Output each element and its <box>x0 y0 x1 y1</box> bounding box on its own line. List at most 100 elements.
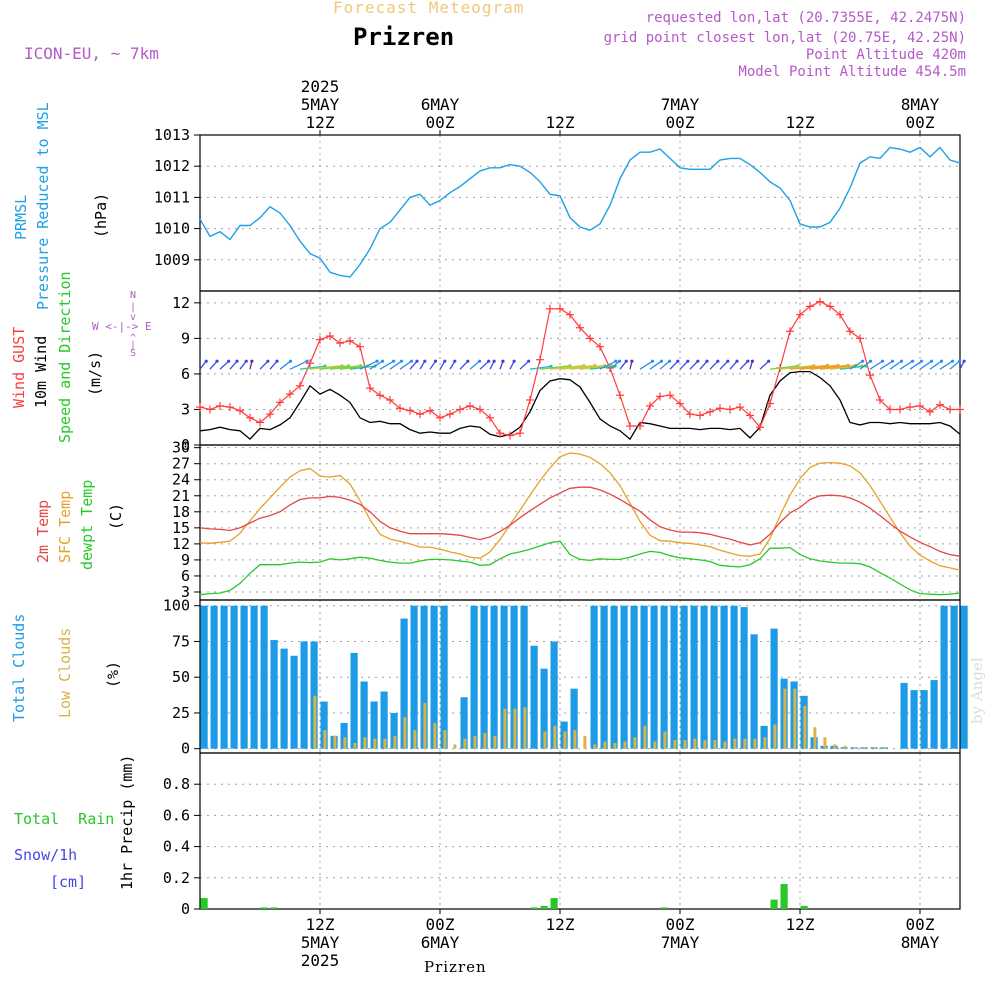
low-clouds-bar <box>733 738 737 749</box>
total-clouds-bar <box>630 605 638 749</box>
wind-arrow <box>869 360 883 370</box>
low-clouds-bar <box>443 730 447 749</box>
wind-arrow-head <box>716 359 720 363</box>
low-clouds-bar <box>883 747 887 749</box>
y-tick-label: 0.8 <box>163 775 190 793</box>
y-tick-label: 0.6 <box>163 806 190 824</box>
wind-arrow <box>619 360 627 370</box>
wind-arrow <box>799 364 839 370</box>
total-clouds-bar <box>500 605 508 749</box>
y-tick-label: 0 <box>181 436 190 454</box>
low-clouds-bar <box>573 730 577 749</box>
total-clouds-bar <box>610 605 618 749</box>
total-clouds-bar <box>640 605 648 749</box>
total-clouds-bar <box>700 605 708 749</box>
total-clouds-bar <box>720 605 728 749</box>
y-tick-label: 1011 <box>154 188 190 206</box>
wind-arrow-head <box>453 359 457 363</box>
total-clouds-bar <box>490 605 498 749</box>
low-clouds-bar <box>833 744 837 749</box>
total-clouds-bar <box>290 655 298 749</box>
wind-arrow <box>709 360 719 370</box>
snow-label: Snow/1h <box>14 846 78 864</box>
total-clouds-bar <box>680 605 688 749</box>
total-clouds-bar <box>590 605 598 749</box>
wind-arrow-head <box>466 359 470 363</box>
wind-arrow-head <box>767 359 771 363</box>
low-clouds-bar <box>753 738 757 749</box>
wind-arrow-head <box>244 359 248 363</box>
compass-we: W <-|-> E <box>92 320 152 333</box>
wind-arrow-head <box>705 359 709 363</box>
wind-arrow <box>759 360 770 370</box>
wind-arrow-head <box>409 359 414 363</box>
total-clouds-bar <box>910 690 918 749</box>
wind-arrow-head <box>726 359 730 363</box>
low-clouds-bar <box>783 688 787 749</box>
low-clouds-bar <box>663 731 667 749</box>
wind-arrow <box>529 365 552 370</box>
wind-arrow <box>299 365 326 370</box>
total-clouds-bar <box>510 605 518 749</box>
wind-arrow <box>679 360 689 370</box>
total-clouds-bar <box>370 701 378 749</box>
wind-arrow-head <box>501 359 505 363</box>
wind-arrow <box>639 360 653 370</box>
compass-n: N <box>130 290 137 301</box>
wind-arrow <box>459 360 469 370</box>
wind-arrow <box>829 365 863 370</box>
wind-arrow <box>359 360 378 370</box>
wind-arrow <box>899 360 913 370</box>
wind-arrow <box>369 360 383 370</box>
top-time-label: 8MAY <box>901 95 940 114</box>
wind-arrow-head <box>250 359 254 363</box>
wind10-line <box>199 370 961 441</box>
total-clouds-bar <box>900 682 908 749</box>
top-time-label: 00Z <box>426 113 455 132</box>
wind-arrow-head <box>399 359 404 363</box>
wind-arrow-head <box>735 359 739 363</box>
wind-arrow <box>849 360 863 370</box>
wind-arrow <box>519 360 530 370</box>
wind-arrow <box>239 360 247 370</box>
total-clouds-bar <box>650 605 658 749</box>
wind-arrow-head <box>899 359 904 363</box>
wind-arrow-head <box>958 359 962 363</box>
total-clouds-bar <box>270 640 278 749</box>
total-clouds-bar <box>230 605 238 749</box>
wind-arrow-head <box>929 359 934 363</box>
wind-arrow <box>559 364 596 370</box>
total-clouds-bar <box>520 605 528 749</box>
wind-arrow <box>819 364 856 370</box>
wind-arrow-head <box>433 359 438 363</box>
total-clouds-bar <box>690 605 698 749</box>
total-clouds-bar <box>540 668 548 749</box>
total-clouds-bar <box>200 605 208 749</box>
wind-arrow-head <box>860 359 865 363</box>
total-clouds-bar <box>550 641 558 749</box>
wind-arrow <box>289 360 308 370</box>
wind-arrow-head <box>215 359 219 363</box>
low-clouds-bar <box>363 737 367 749</box>
wind-arrow-head <box>962 359 966 363</box>
wind-arrow <box>549 364 585 370</box>
wind-arrow <box>379 360 394 370</box>
wind-arrow <box>199 360 207 370</box>
wind-arrow-head <box>676 359 680 363</box>
y-tick-label: 15 <box>172 519 190 537</box>
low-clouds-bar <box>653 741 657 749</box>
y-tick-label: 24 <box>172 471 190 489</box>
low-clouds-bar <box>543 731 547 749</box>
precip-panel-frame <box>199 752 961 910</box>
total-clouds-bar <box>360 681 368 749</box>
low-clouds-bar <box>403 717 407 749</box>
wind-arrow-head <box>275 359 279 363</box>
temperature-panel-frame <box>199 444 961 601</box>
wind-arrow-head <box>487 359 491 363</box>
total-clouds-bar <box>240 605 248 749</box>
wind-arrow <box>689 360 699 370</box>
wind-arrow-head <box>659 359 664 363</box>
wind-arrow-head <box>392 359 396 363</box>
model-altitude: Model Point Altitude 454.5m <box>738 64 966 80</box>
wind-arrow <box>919 360 932 370</box>
